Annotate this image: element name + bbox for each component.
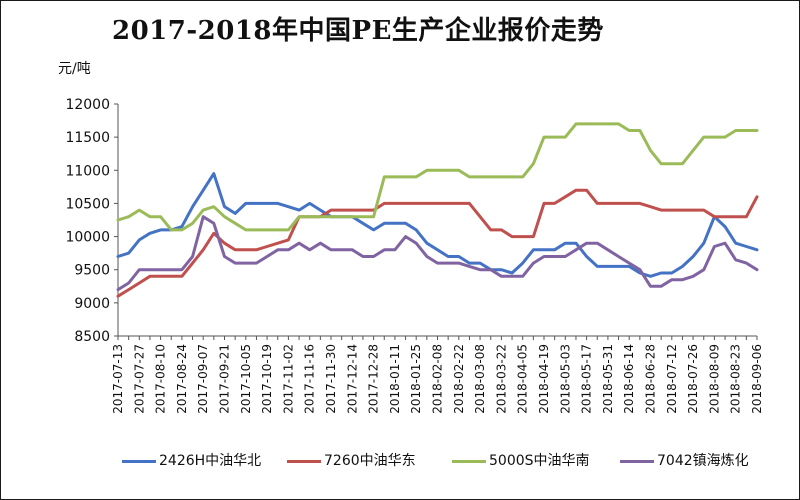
- x-tick-label: 2018-04-19: [537, 344, 551, 414]
- x-tick-label: 2018-09-06: [750, 344, 764, 414]
- series-line-3: [116, 215, 759, 292]
- legend-label-5000s: 5000S中油华南: [489, 453, 590, 469]
- x-tick-label: 2018-06-14: [622, 344, 636, 414]
- x-tick-label: 2018-08-09: [707, 344, 721, 414]
- y-tick-label: 10000: [65, 230, 110, 246]
- x-tick-label: 2018-01-25: [409, 344, 423, 414]
- legend-swatch-2426h: [122, 459, 156, 463]
- x-tick-label: 2018-04-05: [516, 344, 530, 414]
- x-tick-label: 2017-07-27: [132, 344, 146, 414]
- x-tick-label: 2017-11-16: [303, 344, 317, 414]
- chart-legend: 2426H中油华北 7260中油华东 5000S中油华南 7042镇海炼化: [112, 450, 792, 472]
- x-tick-label: 2017-10-05: [239, 344, 253, 414]
- x-tick-label: 2018-01-11: [388, 344, 402, 414]
- y-tick-label: 11000: [65, 163, 110, 179]
- y-tick-label: 10500: [65, 196, 110, 212]
- x-tick-label: 2018-07-12: [665, 344, 679, 414]
- x-tick-label: 2017-08-10: [154, 344, 168, 414]
- x-tick-label: 2018-02-08: [431, 344, 445, 414]
- legend-swatch-7260: [287, 459, 321, 463]
- x-tick-label: 2017-11-02: [281, 344, 295, 414]
- x-tick-label: 2018-08-23: [729, 344, 743, 414]
- legend-item-7042: 7042镇海炼化: [620, 450, 749, 470]
- legend-swatch-7042: [620, 459, 654, 463]
- chart-title: 2017-2018年中国PE生产企业报价走势: [112, 16, 604, 46]
- legend-label-2426h: 2426H中油华北: [159, 453, 262, 469]
- series-line-1: [116, 188, 759, 298]
- series-line-0: [116, 172, 759, 278]
- x-tick-label: 2018-03-22: [494, 344, 508, 414]
- legend-item-2426h: 2426H中油华北: [122, 450, 261, 470]
- legend-item-5000s: 5000S中油华南: [452, 450, 590, 470]
- x-tick-label: 2018-03-08: [473, 344, 487, 414]
- x-tick-label: 2018-05-31: [601, 344, 615, 414]
- x-tick-label: 2017-12-14: [345, 344, 359, 414]
- series-line-2: [116, 122, 759, 232]
- y-tick-label: 9000: [74, 296, 110, 312]
- x-tick-label: 2018-07-26: [686, 344, 700, 414]
- x-tick-label: 2017-10-19: [260, 344, 274, 414]
- x-tick-label: 2017-07-13: [111, 344, 125, 414]
- legend-label-7260: 7260中油华东: [324, 453, 416, 469]
- legend-item-7260: 7260中油华东: [287, 450, 416, 470]
- y-tick-label: 12000: [65, 97, 110, 113]
- y-tick-label: 9500: [74, 263, 110, 279]
- x-tick-label: 2017-11-30: [324, 344, 338, 414]
- legend-swatch-5000s: [452, 459, 486, 463]
- x-tick-label: 2018-05-03: [558, 344, 572, 414]
- x-tick-label: 2018-05-17: [580, 344, 594, 414]
- y-tick-label: 8500: [74, 329, 110, 345]
- x-tick-label: 2017-09-21: [218, 344, 232, 414]
- legend-label-7042: 7042镇海炼化: [657, 453, 749, 469]
- y-axis-unit-label: 元/吨: [58, 61, 91, 77]
- y-tick-label: 11500: [65, 130, 110, 146]
- x-tick-label: 2017-09-07: [196, 344, 210, 414]
- x-tick-label: 2017-12-28: [367, 344, 381, 414]
- x-tick-label: 2017-08-24: [175, 344, 189, 414]
- x-tick-label: 2018-06-28: [644, 344, 658, 414]
- x-tick-label: 2018-02-22: [452, 344, 466, 414]
